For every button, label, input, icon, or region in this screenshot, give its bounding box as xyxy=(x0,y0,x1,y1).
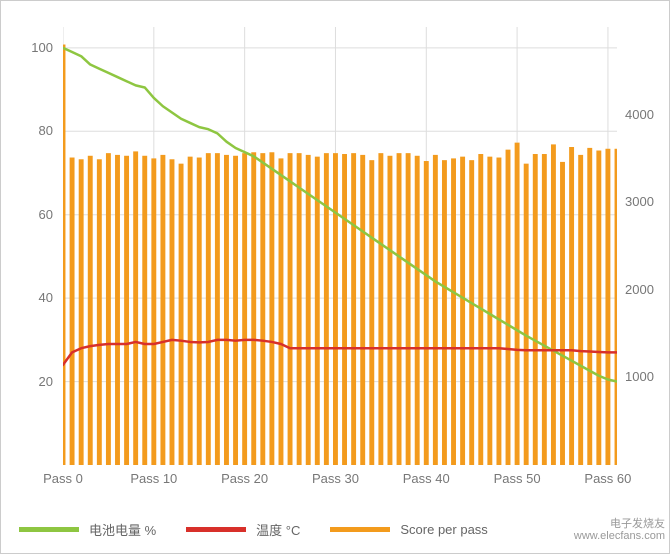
x-tick-label: Pass 60 xyxy=(578,471,638,486)
bar xyxy=(415,156,420,465)
bar xyxy=(487,157,492,465)
bar xyxy=(397,153,402,465)
x-tick-label: Pass 40 xyxy=(396,471,456,486)
y-right-tick-label: 2000 xyxy=(625,282,654,297)
legend: 电池电量 % 温度 °C Score per pass xyxy=(1,505,669,553)
bar xyxy=(160,155,165,465)
bar xyxy=(188,157,193,465)
bar xyxy=(442,160,447,465)
y-right-tick-label: 1000 xyxy=(625,369,654,384)
bar xyxy=(360,155,365,465)
x-tick-label: Pass 30 xyxy=(305,471,365,486)
bar xyxy=(206,153,211,465)
bar xyxy=(342,154,347,465)
bar xyxy=(578,155,583,465)
bar xyxy=(79,159,84,465)
bar xyxy=(524,164,529,465)
bar xyxy=(542,154,547,465)
legend-swatch xyxy=(19,527,79,532)
bar xyxy=(224,155,229,465)
bar xyxy=(242,153,247,465)
legend-item-score_per_pass: Score per pass xyxy=(330,505,517,553)
bar xyxy=(215,153,220,465)
bar xyxy=(170,159,175,465)
bar xyxy=(469,160,474,465)
watermark: 电子发烧友 www.elecfans.com xyxy=(574,518,665,543)
bar xyxy=(124,156,129,465)
bar xyxy=(506,150,511,465)
bar xyxy=(115,155,120,465)
bar xyxy=(387,156,392,465)
bar xyxy=(279,158,284,465)
bar xyxy=(288,153,293,465)
y-right-tick-label: 3000 xyxy=(625,194,654,209)
bar xyxy=(596,151,601,465)
bar xyxy=(496,158,501,465)
bar xyxy=(197,158,202,465)
bar xyxy=(460,157,465,465)
legend-label: 电池电量 % xyxy=(89,520,156,539)
legend-item-battery_pct: 电池电量 % xyxy=(19,505,186,553)
bar xyxy=(269,152,274,465)
y-left-tick-label: 60 xyxy=(1,207,53,222)
x-tick-label: Pass 20 xyxy=(215,471,275,486)
bar xyxy=(569,147,574,465)
bar xyxy=(605,149,610,465)
y-right-tick-label: 4000 xyxy=(625,107,654,122)
x-tick-label: Pass 50 xyxy=(487,471,547,486)
bar xyxy=(133,151,138,465)
y-left-tick-label: 20 xyxy=(1,374,53,389)
legend-item-temperature_c: 温度 °C xyxy=(186,505,330,553)
bar xyxy=(297,153,302,465)
bar xyxy=(333,153,338,465)
legend-swatch xyxy=(186,527,246,532)
bar xyxy=(551,144,556,465)
legend-label: 温度 °C xyxy=(256,520,300,539)
watermark-line2: www.elecfans.com xyxy=(574,530,665,543)
legend-row: 电池电量 % 温度 °C Score per pass xyxy=(1,505,669,553)
plot-area xyxy=(63,27,617,465)
chart-container: 20 40 60 80 100 1000 2000 3000 4000 Pass 0 Pass … xyxy=(0,0,670,554)
x-tick-label: Pass 0 xyxy=(33,471,93,486)
bar xyxy=(315,157,320,465)
bar xyxy=(515,143,520,465)
bar xyxy=(233,156,238,465)
y-left-tick-label: 40 xyxy=(1,290,53,305)
bar xyxy=(260,153,265,465)
bar xyxy=(306,155,311,465)
legend-label: Score per pass xyxy=(400,522,487,537)
bar xyxy=(88,156,93,465)
bar xyxy=(179,164,184,465)
bar xyxy=(533,154,538,465)
bar xyxy=(351,153,356,465)
bar xyxy=(587,148,592,465)
bar xyxy=(560,162,565,465)
y-left-tick-label: 80 xyxy=(1,123,53,138)
bar xyxy=(70,158,75,465)
bar xyxy=(63,45,65,465)
bar xyxy=(615,149,617,465)
bar xyxy=(406,153,411,465)
bar xyxy=(251,152,256,465)
bar xyxy=(106,153,111,465)
bar xyxy=(433,155,438,465)
legend-swatch xyxy=(330,527,390,532)
bar xyxy=(324,153,329,465)
y-left-tick-label: 100 xyxy=(1,40,53,55)
bar xyxy=(424,161,429,465)
bar xyxy=(97,159,102,465)
bar xyxy=(151,158,156,465)
x-tick-label: Pass 10 xyxy=(124,471,184,486)
bar xyxy=(142,156,147,465)
bar xyxy=(378,153,383,465)
bar xyxy=(369,160,374,465)
watermark-line1: 电子发烧友 xyxy=(574,518,665,531)
bar xyxy=(451,158,456,465)
